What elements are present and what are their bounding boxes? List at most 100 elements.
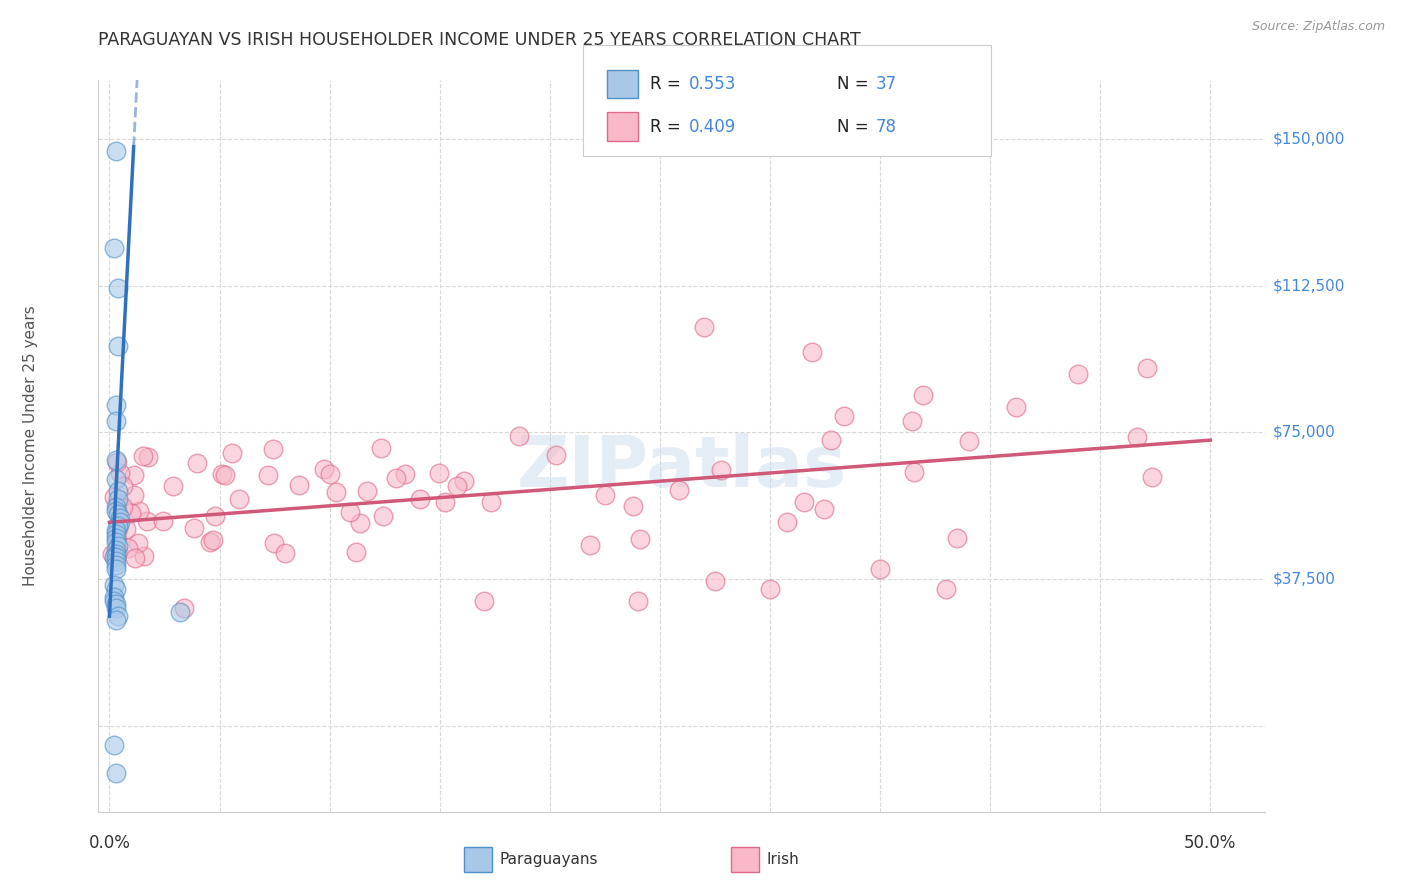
Point [693, 319, 716, 334]
Point [107, 533, 129, 547]
Point [793, 495, 815, 509]
Point [105, 598, 128, 612]
Text: 37: 37 [876, 75, 897, 93]
Point [107, 609, 129, 624]
Point [132, 549, 155, 564]
Point [274, 546, 297, 560]
Point [105, 550, 128, 565]
Text: $112,500: $112,500 [1272, 278, 1344, 293]
Point [103, 490, 125, 504]
Point [105, 534, 128, 549]
Point [152, 514, 174, 528]
Point [832, 409, 855, 423]
Point [325, 485, 347, 500]
Text: 0.0%: 0.0% [89, 834, 131, 852]
Text: $150,000: $150,000 [1272, 131, 1344, 146]
Point [107, 483, 129, 498]
Point [107, 491, 129, 506]
Text: ZIPatlas: ZIPatlas [517, 434, 846, 502]
Point [900, 414, 922, 428]
Point [105, 613, 128, 627]
Point [759, 582, 782, 596]
Point [107, 339, 129, 353]
Text: R =: R = [650, 118, 686, 136]
Text: 0.553: 0.553 [689, 75, 737, 93]
Point [508, 429, 530, 443]
Point [107, 508, 129, 522]
Text: $37,500: $37,500 [1272, 572, 1336, 586]
Point [776, 516, 799, 530]
Point [122, 468, 145, 483]
Point [371, 508, 394, 523]
Point [1140, 469, 1163, 483]
Point [105, 500, 128, 514]
Text: Householder Income Under 25 years: Householder Income Under 25 years [24, 306, 38, 586]
Point [544, 448, 567, 462]
Point [111, 479, 134, 493]
Point [1067, 367, 1090, 381]
Point [479, 495, 502, 509]
Point [103, 550, 125, 565]
Point [101, 547, 124, 561]
Point [820, 433, 842, 447]
Point [110, 511, 132, 525]
Point [107, 521, 129, 535]
Point [257, 467, 280, 482]
Point [136, 514, 159, 528]
Point [105, 527, 128, 541]
Point [186, 456, 208, 470]
Text: N =: N = [837, 118, 873, 136]
Point [105, 601, 128, 615]
Point [211, 467, 233, 481]
Point [128, 504, 150, 518]
Point [105, 503, 128, 517]
Point [668, 483, 690, 497]
Point [105, 558, 128, 573]
Point [394, 467, 416, 482]
Point [107, 498, 129, 512]
Point [262, 442, 284, 457]
Point [434, 495, 457, 509]
Point [107, 539, 129, 553]
Point [202, 533, 225, 548]
Point [214, 467, 236, 482]
Point [105, 542, 128, 557]
Point [124, 550, 146, 565]
Point [228, 491, 250, 506]
Text: 50.0%: 50.0% [1184, 834, 1236, 852]
Point [103, 738, 125, 752]
Point [221, 446, 243, 460]
Text: 78: 78 [876, 118, 897, 136]
Point [200, 534, 222, 549]
Point [183, 521, 205, 535]
Point [1136, 361, 1159, 376]
Point [105, 582, 128, 596]
Point [105, 554, 128, 568]
Point [627, 593, 650, 607]
Point [409, 492, 432, 507]
Point [869, 562, 891, 576]
Point [107, 280, 129, 294]
Point [103, 593, 125, 607]
Point [339, 505, 361, 519]
Point [107, 519, 129, 533]
Point [472, 593, 495, 607]
Point [813, 502, 835, 516]
Point [127, 535, 149, 549]
Text: 0.409: 0.409 [689, 118, 737, 136]
Text: R =: R = [650, 75, 686, 93]
Point [122, 488, 145, 502]
Point [162, 479, 184, 493]
Text: PARAGUAYAN VS IRISH HOUSEHOLDER INCOME UNDER 25 YEARS CORRELATION CHART: PARAGUAYAN VS IRISH HOUSEHOLDER INCOME U… [98, 31, 860, 49]
Text: Irish: Irish [766, 853, 799, 867]
Point [370, 442, 392, 456]
Point [173, 601, 195, 615]
Point [105, 144, 128, 158]
Text: Paraguayans: Paraguayans [499, 853, 598, 867]
Point [105, 562, 128, 576]
Point [356, 483, 378, 498]
Point [110, 516, 132, 530]
Point [105, 413, 128, 427]
Point [903, 466, 925, 480]
Point [346, 544, 368, 558]
